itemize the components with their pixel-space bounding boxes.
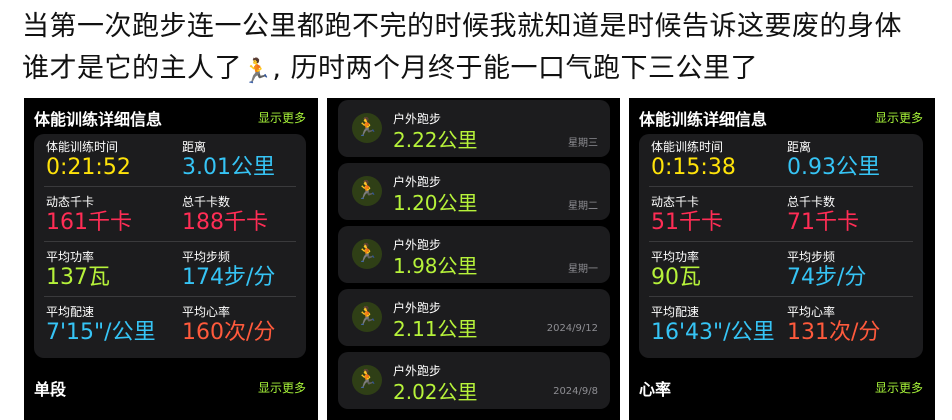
stat-value: 51千卡: [651, 209, 776, 237]
stat-label: 动态千卡: [651, 195, 776, 209]
workout-distance: 2.22公里: [393, 124, 478, 153]
workout-date: 星期一: [568, 260, 598, 275]
post-line-1: 当第一次跑步连一公里都跑不完的时候我就知道是时候告诉这要废的身体: [22, 6, 942, 48]
stat-avg-power: 平均功率 90瓦: [651, 250, 776, 292]
stat-label: 距离: [787, 140, 912, 154]
workout-distance: 1.20公里: [393, 187, 478, 216]
stat-value: 161千卡: [46, 209, 171, 237]
workout-stats-card: 体能训练时间 0:15:38 距离 0.93公里 动态千卡 51千卡 总千卡数 …: [639, 134, 923, 358]
stat-value: 7'15"/公里: [46, 319, 171, 347]
workout-list-item[interactable]: 🏃 户外跑步 2.22公里 星期三: [338, 100, 610, 157]
divider: [44, 296, 296, 297]
workout-list-item[interactable]: 🏃 户外跑步 2.02公里 2024/9/8: [338, 352, 610, 409]
stat-active-calories: 动态千卡 161千卡: [46, 195, 171, 237]
running-icon: 🏃: [352, 302, 382, 332]
stat-value: 90瓦: [651, 264, 776, 292]
post-line-2: 谁才是它的主人了🏃, 历时两个月终于能一口气跑下三公里了: [22, 48, 942, 92]
stat-value: 71千卡: [787, 209, 912, 237]
stat-avg-cadence: 平均步频 174步/分: [182, 250, 307, 292]
stat-label: 体能训练时间: [46, 140, 171, 154]
stat-total-calories: 总千卡数 188千卡: [182, 195, 307, 237]
stat-value: 0:21:52: [46, 154, 171, 182]
stat-label: 平均功率: [46, 250, 171, 264]
section-header-splits: 单段 显示更多: [34, 374, 308, 398]
post-line-2-end: , 历时两个月终于能一口气跑下三公里了: [272, 53, 758, 84]
stat-workout-time: 体能训练时间 0:15:38: [651, 140, 776, 182]
workout-date: 星期二: [568, 197, 598, 212]
divider: [649, 241, 913, 242]
stat-value: 0:15:38: [651, 154, 776, 182]
stat-label: 总千卡数: [787, 195, 912, 209]
stat-label: 动态千卡: [46, 195, 171, 209]
section-title: 单段: [34, 376, 66, 400]
show-more-link[interactable]: 显示更多: [875, 379, 923, 396]
screenshot-workout-details-2: 体能训练详细信息 显示更多 体能训练时间 0:15:38 距离 0.93公里 动…: [629, 98, 935, 420]
stat-value: 3.01公里: [182, 154, 307, 182]
stat-avg-pace: 平均配速 7'15"/公里: [46, 305, 171, 347]
stat-avg-pace: 平均配速 16'43"/公里: [651, 305, 776, 347]
stat-label: 距离: [182, 140, 307, 154]
stat-value: 188千卡: [182, 209, 307, 237]
stat-label: 平均配速: [651, 305, 776, 319]
stat-avg-cadence: 平均步频 74步/分: [787, 250, 912, 292]
show-more-link[interactable]: 显示更多: [258, 379, 306, 396]
stat-value: 74步/分: [787, 264, 912, 292]
stat-label: 平均步频: [182, 250, 307, 264]
stat-value: 160次/分: [182, 319, 307, 347]
stat-avg-power: 平均功率 137瓦: [46, 250, 171, 292]
workout-date: 2024/9/8: [553, 386, 598, 397]
running-icon: 🏃: [352, 113, 382, 143]
post-text: 当第一次跑步连一公里都跑不完的时候我就知道是时候告诉这要废的身体 谁才是它的主人…: [22, 6, 942, 92]
workout-date: 2024/9/12: [547, 323, 598, 334]
stat-value: 137瓦: [46, 264, 171, 292]
post-line-2-start: 谁才是它的主人了: [22, 53, 242, 84]
stat-value: 0.93公里: [787, 154, 912, 182]
divider: [44, 241, 296, 242]
section-header: 体能训练详细信息 显示更多: [34, 104, 308, 128]
stat-avg-heart-rate: 平均心率 131次/分: [787, 305, 912, 347]
show-more-link[interactable]: 显示更多: [258, 109, 306, 126]
show-more-link[interactable]: 显示更多: [875, 109, 923, 126]
running-icon: 🏃: [352, 176, 382, 206]
divider: [649, 296, 913, 297]
stat-value: 174步/分: [182, 264, 307, 292]
workout-distance: 2.11公里: [393, 313, 478, 342]
stat-value: 131次/分: [787, 319, 912, 347]
workout-list-item[interactable]: 🏃 户外跑步 2.11公里 2024/9/12: [338, 289, 610, 346]
divider: [44, 186, 296, 187]
workout-list-item[interactable]: 🏃 户外跑步 1.98公里 星期一: [338, 226, 610, 283]
screenshot-workout-details-1: 体能训练详细信息 显示更多 体能训练时间 0:21:52 距离 3.01公里 动…: [24, 98, 318, 420]
running-icon: 🏃: [352, 239, 382, 269]
stat-label: 总千卡数: [182, 195, 307, 209]
workout-distance: 2.02公里: [393, 376, 478, 405]
stat-active-calories: 动态千卡 51千卡: [651, 195, 776, 237]
section-title: 体能训练详细信息: [34, 106, 162, 130]
workout-distance: 1.98公里: [393, 250, 478, 279]
stat-distance: 距离 3.01公里: [182, 140, 307, 182]
stat-label: 平均步频: [787, 250, 912, 264]
stat-label: 体能训练时间: [651, 140, 776, 154]
runner-emoji-icon: 🏃: [242, 50, 272, 92]
stat-workout-time: 体能训练时间 0:21:52: [46, 140, 171, 182]
workout-list-item[interactable]: 🏃 户外跑步 1.20公里 星期二: [338, 163, 610, 220]
section-header: 体能训练详细信息 显示更多: [639, 104, 925, 128]
stat-avg-heart-rate: 平均心率 160次/分: [182, 305, 307, 347]
section-title: 体能训练详细信息: [639, 106, 767, 130]
stat-label: 平均心率: [787, 305, 912, 319]
stat-label: 平均配速: [46, 305, 171, 319]
stat-total-calories: 总千卡数 71千卡: [787, 195, 912, 237]
stat-label: 平均心率: [182, 305, 307, 319]
section-header-heart-rate: 心率 显示更多: [639, 374, 925, 398]
running-icon: 🏃: [352, 365, 382, 395]
workout-stats-card: 体能训练时间 0:21:52 距离 3.01公里 动态千卡 161千卡 总千卡数…: [34, 134, 306, 358]
workout-date: 星期三: [568, 134, 598, 149]
stat-label: 平均功率: [651, 250, 776, 264]
screenshot-workout-list: 🏃 户外跑步 2.22公里 星期三 🏃 户外跑步 1.20公里 星期二 🏃 户外…: [327, 98, 620, 420]
section-title: 心率: [639, 376, 671, 400]
stat-distance: 距离 0.93公里: [787, 140, 912, 182]
divider: [649, 186, 913, 187]
stat-value: 16'43"/公里: [651, 319, 776, 347]
